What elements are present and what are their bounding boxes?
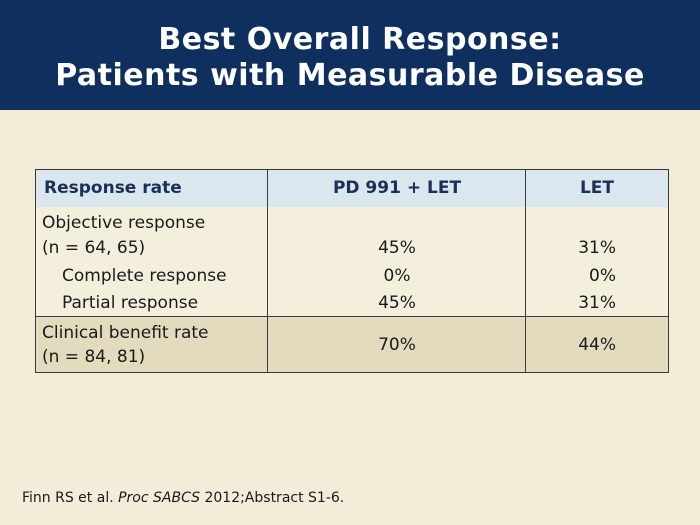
title-bar: Best Overall Response: Patients with Mea…	[0, 0, 700, 110]
clinical-benefit-label: Clinical benefit rate	[42, 323, 209, 343]
response-table: Response rate PD 991 + LET LET Objective…	[35, 169, 669, 373]
citation-authors: Finn RS et al.	[22, 490, 119, 506]
table-header-row: Response rate PD 991 + LET LET	[36, 170, 668, 208]
clinical-benefit-n: (n = 84, 81)	[42, 347, 146, 367]
column-divider-1	[267, 170, 268, 372]
header-response-rate: Response rate	[44, 178, 182, 198]
objective-response-label: Objective response	[42, 213, 206, 233]
citation-journal: Proc SABCS	[118, 490, 201, 506]
complete-response-label: Complete response	[62, 266, 227, 286]
table-row-clinical-benefit: Clinical benefit rate (n = 84, 81) 70% 4…	[36, 317, 668, 372]
slide-title-line-1: Best Overall Response:	[158, 22, 562, 57]
citation-details: 2012;Abstract S1-6.	[200, 490, 345, 506]
partial-response-label: Partial response	[62, 293, 199, 313]
complete-response-pd: 0%	[383, 266, 411, 286]
header-pd991-let: PD 991 + LET	[332, 178, 462, 198]
clinical-benefit-pd: 70%	[378, 335, 416, 355]
partial-response-pd: 45%	[378, 293, 416, 313]
citation-footnote: Finn RS et al. Proc SABCS 2012;Abstract …	[22, 490, 344, 506]
column-divider-2	[525, 170, 526, 372]
objective-response-pd: 45%	[378, 238, 416, 258]
slide-title-line-2: Patients with Measurable Disease	[55, 58, 645, 93]
objective-response-n: (n = 64, 65)	[42, 238, 146, 258]
header-let: LET	[579, 178, 615, 198]
table-row-objective-group: Objective response (n = 64, 65) 45% 31% …	[36, 207, 668, 317]
